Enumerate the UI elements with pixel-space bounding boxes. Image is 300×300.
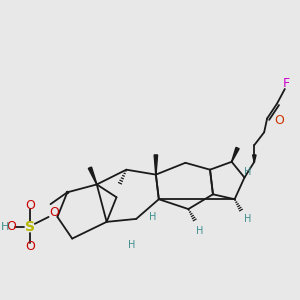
Polygon shape: [154, 155, 158, 175]
Text: H: H: [1, 222, 9, 232]
Polygon shape: [253, 155, 256, 162]
Text: O: O: [25, 240, 35, 253]
Text: H: H: [244, 167, 251, 177]
Text: H: H: [244, 214, 251, 224]
Polygon shape: [88, 167, 97, 184]
Text: H: H: [128, 241, 135, 250]
Text: O: O: [25, 199, 35, 212]
Text: H: H: [196, 226, 204, 236]
Polygon shape: [232, 147, 239, 162]
Text: O: O: [274, 114, 284, 127]
Text: O: O: [6, 220, 16, 233]
Text: H: H: [149, 212, 157, 222]
Text: S: S: [25, 220, 35, 234]
Text: F: F: [283, 76, 290, 90]
Text: O: O: [50, 206, 59, 218]
